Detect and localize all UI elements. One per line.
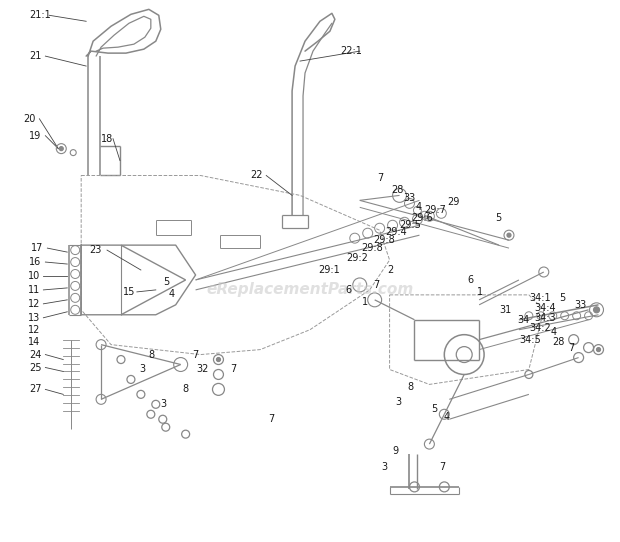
Text: 6: 6 xyxy=(346,285,352,295)
Text: 12: 12 xyxy=(27,299,40,309)
Text: 7: 7 xyxy=(569,343,575,353)
Text: 33: 33 xyxy=(575,300,587,310)
Text: 3: 3 xyxy=(396,397,402,408)
Text: 4: 4 xyxy=(443,412,449,422)
Text: 18: 18 xyxy=(101,134,113,144)
Text: 6: 6 xyxy=(467,275,473,285)
Text: 29:7: 29:7 xyxy=(425,205,446,215)
Text: 1: 1 xyxy=(477,287,483,297)
Text: 27: 27 xyxy=(29,384,42,395)
Text: eReplacementParts.com: eReplacementParts.com xyxy=(206,282,414,298)
Text: 7: 7 xyxy=(231,364,237,375)
Text: 32: 32 xyxy=(197,364,209,375)
Text: 12: 12 xyxy=(27,325,40,335)
Text: 16: 16 xyxy=(29,257,42,267)
Text: 13: 13 xyxy=(27,313,40,322)
Text: 19: 19 xyxy=(29,131,42,141)
Text: 28: 28 xyxy=(392,185,404,196)
Text: 4: 4 xyxy=(551,327,557,337)
Text: 5: 5 xyxy=(559,293,565,303)
Text: 4: 4 xyxy=(415,202,422,212)
Text: 28: 28 xyxy=(553,337,565,347)
Text: 9: 9 xyxy=(392,446,399,456)
Text: 34: 34 xyxy=(517,315,529,325)
Text: 3: 3 xyxy=(139,364,145,375)
Text: 17: 17 xyxy=(32,243,44,253)
Text: 24: 24 xyxy=(29,350,42,359)
Text: 7: 7 xyxy=(378,173,384,184)
Text: 5: 5 xyxy=(432,404,438,414)
Text: 34:2: 34:2 xyxy=(529,322,551,333)
Text: 29:4: 29:4 xyxy=(386,227,407,237)
Text: 7: 7 xyxy=(440,462,446,472)
Text: 7: 7 xyxy=(268,414,275,424)
Text: 34:4: 34:4 xyxy=(534,303,556,313)
Text: 11: 11 xyxy=(27,285,40,295)
Text: 14: 14 xyxy=(27,337,40,347)
Text: 5: 5 xyxy=(495,213,502,223)
Text: 5: 5 xyxy=(163,277,169,287)
Text: 8: 8 xyxy=(149,350,155,359)
Text: 3: 3 xyxy=(382,462,388,472)
Text: 34:3: 34:3 xyxy=(534,313,556,322)
Text: 2: 2 xyxy=(388,265,394,275)
Circle shape xyxy=(507,233,511,237)
Text: 29:8: 29:8 xyxy=(361,243,384,253)
Text: 22: 22 xyxy=(250,171,263,180)
Text: 34:5: 34:5 xyxy=(519,334,541,345)
Circle shape xyxy=(216,358,221,362)
Text: 7: 7 xyxy=(374,280,380,290)
Text: 1: 1 xyxy=(361,297,368,307)
Text: 10: 10 xyxy=(27,271,40,281)
Text: 33: 33 xyxy=(404,193,416,203)
Text: 23: 23 xyxy=(89,245,102,255)
Text: 4: 4 xyxy=(169,289,175,299)
Text: 29:6: 29:6 xyxy=(412,213,433,223)
Circle shape xyxy=(596,347,601,352)
Text: 29:8: 29:8 xyxy=(374,235,396,245)
Circle shape xyxy=(60,147,63,151)
Text: 15: 15 xyxy=(123,287,135,297)
Text: 34:1: 34:1 xyxy=(529,293,551,303)
Text: 29:1: 29:1 xyxy=(318,265,340,275)
Text: 21:1: 21:1 xyxy=(29,10,51,20)
Text: 29:5: 29:5 xyxy=(399,220,422,230)
Text: 8: 8 xyxy=(183,384,188,395)
Text: 25: 25 xyxy=(29,363,42,372)
Text: 22:1: 22:1 xyxy=(340,46,361,56)
Text: 29:2: 29:2 xyxy=(346,253,368,263)
Text: 8: 8 xyxy=(407,383,414,392)
Text: 21: 21 xyxy=(29,51,42,61)
Text: 31: 31 xyxy=(499,305,511,315)
Text: 3: 3 xyxy=(161,399,167,409)
Text: 29: 29 xyxy=(447,197,459,208)
Text: 7: 7 xyxy=(193,350,199,359)
Circle shape xyxy=(593,307,600,313)
Text: 20: 20 xyxy=(24,114,36,124)
